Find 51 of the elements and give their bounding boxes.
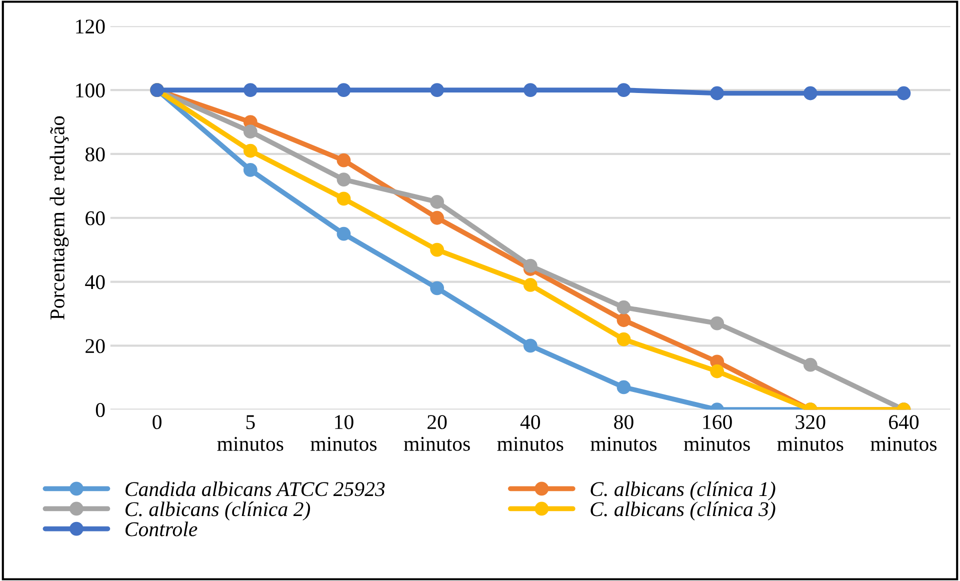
point [710, 316, 724, 330]
point [803, 358, 818, 372]
y-tick-label: 100 [76, 83, 105, 98]
x-tick-label: 5 minutos [217, 415, 284, 451]
point [523, 258, 538, 273]
point [336, 172, 351, 186]
point [616, 83, 631, 97]
point [336, 153, 351, 168]
legend-label: Controle [126, 522, 198, 536]
legend-label: Candida albicans ATCC 25923 [126, 482, 385, 496]
legend-label: C. albicans (clínica 3) [590, 502, 776, 520]
x-tick-label: 160 minutos [684, 415, 750, 451]
x-tick-label: 10 minutos [310, 415, 377, 451]
y-tick-label: 80 [86, 147, 105, 162]
point [710, 86, 724, 100]
point [430, 242, 444, 257]
y-tick-label: 0 [96, 402, 105, 418]
y-axis-title: Porcentagem de redução [50, 116, 69, 320]
point [336, 226, 351, 241]
point [616, 300, 631, 314]
y-tick-label: 40 [85, 275, 105, 290]
y-tick-label: 60 [86, 211, 105, 226]
legend-label: C. albicans (clínica 2) [126, 502, 310, 520]
point [243, 163, 258, 177]
point [336, 192, 351, 206]
point [430, 83, 444, 97]
point [523, 83, 538, 97]
point [430, 281, 444, 296]
point [336, 83, 351, 97]
point [243, 144, 258, 158]
x-tick-label: 320 minutos [777, 415, 844, 451]
point [243, 124, 258, 139]
point [896, 86, 911, 100]
point [243, 83, 258, 97]
legend-label: C. albicans (clínica 1) [590, 481, 776, 500]
x-tick-label: 0 [152, 415, 162, 430]
point [616, 332, 631, 346]
x-tick-label: 640 minutos [870, 415, 937, 451]
x-tick-label: 40 minutos [497, 415, 564, 451]
point [803, 86, 818, 100]
y-tick-label: 20 [86, 339, 105, 354]
x-tick-label: 20 minutos [404, 415, 470, 451]
point [523, 338, 538, 353]
point [616, 313, 631, 328]
point [430, 194, 444, 209]
y-tick-label: 120 [76, 20, 105, 34]
point [523, 278, 538, 292]
point [616, 380, 631, 394]
x-tick-label: 80 minutos [590, 415, 657, 451]
point [430, 210, 444, 225]
point [710, 364, 724, 378]
